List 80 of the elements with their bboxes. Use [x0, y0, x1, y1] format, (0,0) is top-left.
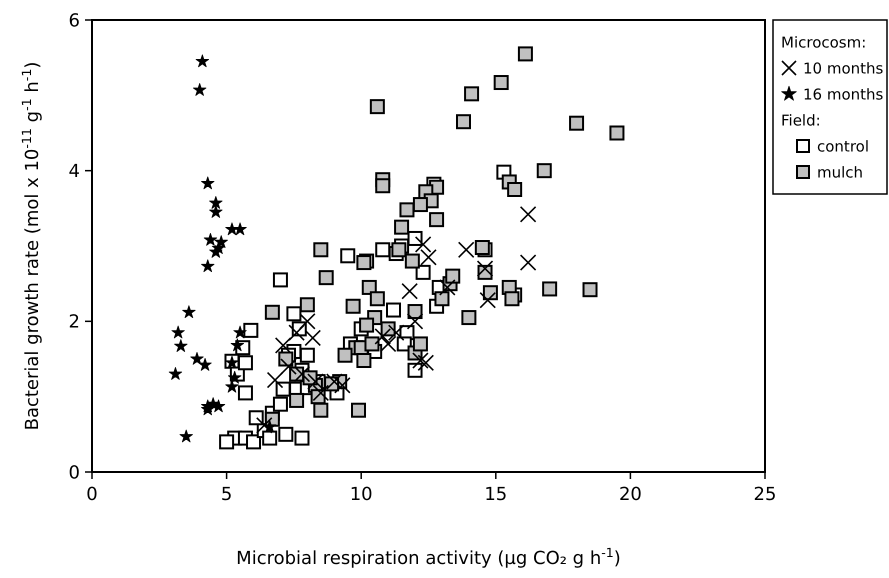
point: [286, 306, 302, 322]
point: [219, 434, 234, 450]
point: [386, 302, 402, 318]
point: [479, 292, 496, 309]
point: [193, 83, 206, 96]
point: [520, 254, 536, 271]
point: [294, 430, 310, 446]
legend-label: 10 months: [803, 59, 884, 78]
x-tick-label: 20: [618, 484, 642, 505]
point: [201, 259, 214, 272]
point: [233, 326, 247, 338]
point: [204, 232, 218, 246]
point: [299, 313, 316, 330]
point: [246, 434, 262, 450]
y-tick-label: 4: [68, 160, 80, 182]
point: [190, 352, 204, 365]
y-tick-label: 0: [68, 462, 80, 484]
point: [278, 426, 294, 442]
legend-label: mulch: [817, 163, 864, 182]
point: [288, 324, 305, 341]
point: [266, 372, 284, 388]
point: [256, 416, 273, 434]
point: [248, 410, 264, 426]
point: [304, 330, 322, 346]
point: [412, 352, 429, 369]
point: [209, 245, 223, 258]
point: [228, 370, 242, 384]
point: [401, 282, 418, 300]
point: [520, 206, 536, 223]
point: [416, 264, 431, 280]
point: [408, 230, 423, 246]
x-axis-title: Microbial respiration activity (µg CO₂ g h$^{-1}$): [236, 544, 621, 569]
point: [326, 373, 343, 390]
point: [312, 384, 330, 402]
x-tick-label: 0: [86, 484, 98, 505]
point: [201, 176, 214, 190]
point: [406, 313, 424, 330]
point: [272, 396, 288, 412]
text: Microcosm:: [781, 33, 866, 52]
point: [340, 248, 356, 264]
point: [238, 385, 253, 400]
x-tick-label: 15: [484, 484, 508, 505]
y-tick-label: 2: [68, 312, 80, 333]
point: [198, 358, 212, 371]
legend-label: control: [817, 137, 869, 156]
point: [182, 305, 196, 318]
point: [209, 205, 223, 218]
point: [280, 358, 297, 375]
point: [294, 366, 310, 382]
point: [180, 430, 193, 442]
point: [174, 339, 188, 352]
point: [230, 338, 244, 352]
point: [274, 337, 292, 354]
point: [238, 355, 253, 370]
x-tick-label: 25: [754, 484, 776, 505]
point: [388, 324, 404, 341]
legend-label: 16 months: [803, 85, 884, 104]
point: [458, 241, 474, 258]
point: [418, 354, 434, 372]
point: [476, 260, 494, 277]
point: [420, 249, 437, 266]
point: [334, 377, 351, 394]
point: [375, 242, 390, 258]
point: [196, 54, 210, 68]
point: [307, 373, 324, 390]
point: [262, 430, 278, 446]
x-tick-label: 5: [220, 484, 232, 505]
point: [272, 272, 288, 288]
point: [171, 326, 185, 338]
point: [300, 348, 315, 363]
point: [168, 367, 182, 380]
point: [439, 279, 456, 296]
point: [243, 322, 258, 338]
y-tick-label: 6: [68, 10, 80, 32]
x-tick-label: 10: [350, 484, 373, 505]
point: [209, 196, 223, 209]
text: Field:: [781, 111, 821, 130]
point: [414, 236, 432, 253]
point: [380, 336, 396, 352]
point: [374, 328, 392, 345]
